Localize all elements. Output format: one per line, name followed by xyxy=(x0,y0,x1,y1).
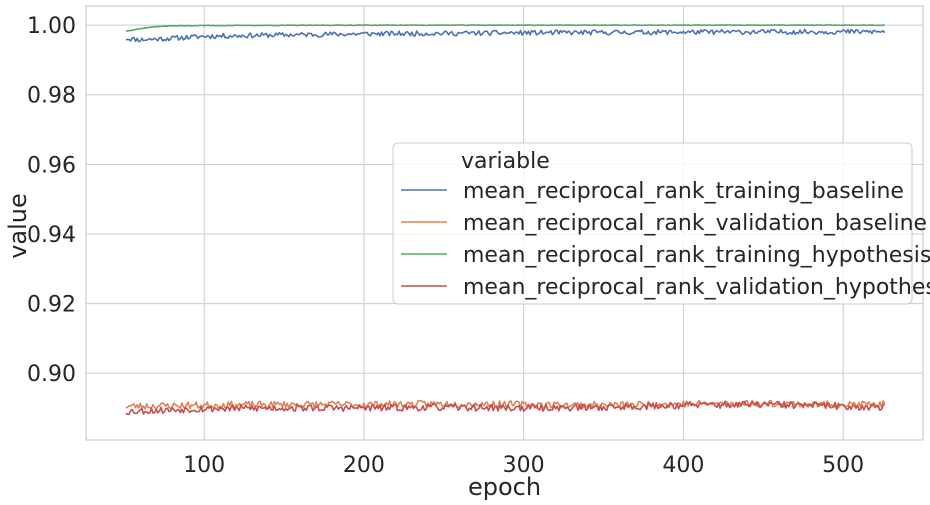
legend: variable mean_reciprocal_rank_training_b… xyxy=(392,142,930,305)
x-tick-label: 100 xyxy=(183,453,225,478)
y-tick-label: 0.94 xyxy=(27,223,76,248)
legend-box xyxy=(392,142,913,305)
series-lines xyxy=(125,24,886,416)
series-line xyxy=(125,399,886,410)
legend-label: mean_reciprocal_rank_training_baseline xyxy=(463,179,904,204)
y-tick-label: 0.92 xyxy=(27,293,76,318)
series-line xyxy=(125,400,886,416)
legend-label: mean_reciprocal_rank_validation_hypothes… xyxy=(463,275,930,300)
legend-title: variable xyxy=(461,149,550,174)
y-tick-label: 0.98 xyxy=(27,84,76,109)
legend-label: mean_reciprocal_rank_validation_baseline xyxy=(463,211,927,236)
y-tick-label: 1.00 xyxy=(27,14,76,39)
x-tick-label: 500 xyxy=(822,453,864,478)
legend-entries: mean_reciprocal_rank_training_baselineme… xyxy=(401,179,930,300)
series-line xyxy=(125,28,886,43)
y-tick-label: 0.96 xyxy=(27,153,76,178)
y-tick-label: 0.90 xyxy=(27,362,76,387)
legend-label: mean_reciprocal_rank_training_hypothesis xyxy=(463,243,930,268)
y-axis-label: value xyxy=(4,193,32,259)
x-tick-label: 200 xyxy=(343,453,385,478)
x-tick-labels: 100 200 300 400 500 xyxy=(183,453,864,478)
x-tick-label: 300 xyxy=(503,453,545,478)
plot-frame xyxy=(85,5,924,441)
x-axis-label: epoch xyxy=(468,473,541,501)
x-tick-label: 400 xyxy=(662,453,704,478)
y-tick-labels: 0.90 0.92 0.94 0.96 0.98 1.00 xyxy=(27,14,76,387)
series-line xyxy=(125,24,885,32)
